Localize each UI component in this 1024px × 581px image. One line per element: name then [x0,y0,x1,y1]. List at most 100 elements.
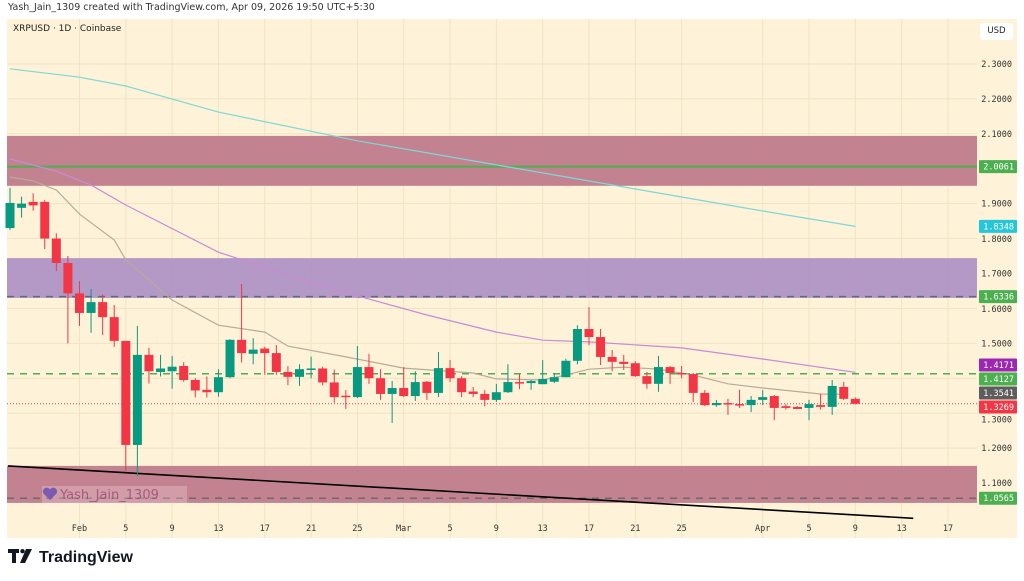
price-tag-label: 1.4171 [983,361,1014,371]
time-axis[interactable]: Feb 5 9 13 17 21 25 Mar 5 9 13 17 21 25 Apr 5 9 13 17 [72,524,953,534]
price-tag-background [979,358,1017,372]
price-tick-label: 1.7000 [981,269,1012,279]
candle-body [746,399,756,406]
candle [677,366,687,379]
upper-zone [7,135,977,186]
candle [700,390,710,407]
candle-body [688,374,698,393]
candle [40,200,50,250]
candle-body [839,386,849,399]
purple-zone [7,258,977,298]
candle [433,352,443,398]
candle-body [792,406,802,409]
candle [329,369,339,403]
candle [410,371,420,401]
time-tick-label: 21 [306,524,316,534]
price-tag-label: 1.8348 [983,222,1014,232]
currency-button[interactable]: USD [980,23,1013,40]
candle [781,404,791,410]
candle-body [74,293,84,313]
candle [515,374,525,390]
price-tags: 2.0061 1.8348 1.6336 1.4171 1.4127 1.3541 1.32… [979,160,1017,505]
footer-logo[interactable]: TradingView [8,548,133,567]
price-tag-label: 1.3269 [983,403,1014,413]
candle [723,398,733,415]
candle-body [260,348,270,354]
candle [86,289,96,333]
time-tick-label: 25 [352,524,362,534]
candle [51,233,61,272]
price-tick-label: 1.3000 [981,416,1012,426]
candle-body [399,388,409,397]
candle-body [653,367,663,384]
candle-body [237,339,247,354]
candle [561,358,571,378]
candle-body [5,202,15,229]
price-tag-background [979,400,1017,414]
candle-body [40,201,50,239]
candle [5,187,15,230]
price-tick-label: 2.2000 [981,95,1012,105]
candle [132,325,142,477]
candle [237,283,247,363]
candle-body [468,391,478,394]
candle [816,393,826,410]
candle-body [190,379,200,391]
price-tick-label: 1.9000 [981,200,1012,210]
candle-body [596,337,606,357]
candle [248,338,258,365]
candle [295,364,304,386]
price-tag: 1.0565 [979,491,1017,505]
moving-averages [9,68,856,395]
candle-body [538,378,548,385]
price-tag: 1.4127 [979,372,1017,386]
candle [480,390,490,407]
candle [526,379,536,390]
candle [422,381,432,400]
candle-body [422,381,432,393]
candle [538,360,548,385]
price-tick-label: 1.1000 [981,479,1012,489]
candle-body [329,382,339,398]
candle-body [202,389,212,393]
candle [28,193,38,211]
price-tag-background [979,386,1017,400]
candle-body [630,363,640,377]
candle-body [121,340,131,445]
candle-body [225,339,235,378]
candle [74,281,84,326]
horizontal-lines [7,165,977,499]
candle-body [607,356,617,362]
candle [283,366,293,386]
price-tag: 1.3269 [979,400,1017,414]
candle-body [295,369,304,377]
candle-body [561,360,571,378]
symbol-legend[interactable]: XRPUSD · 1D · Coinbase [13,24,122,34]
price-tag-label: 1.4127 [983,375,1014,385]
candle [167,355,177,389]
candle-body [549,377,559,382]
price-tag: 1.6336 [979,290,1017,304]
candle-body [283,371,293,377]
candle [758,390,768,406]
candle [491,383,501,402]
candle-body [700,392,710,406]
candles [5,187,860,477]
candle [850,397,860,405]
price-tag-background [979,160,1017,174]
candle [630,361,640,377]
price-tag-label: 1.0565 [983,494,1014,504]
candle-body [850,398,860,404]
candle-body [341,395,351,398]
candle [642,371,652,389]
price-axis[interactable]: 2.3000 2.2000 2.1000 1.9000 1.8000 1.7000 1.60… [981,60,1012,489]
time-tick-label: 25 [677,524,687,534]
candle [318,366,328,386]
candle-body [144,354,154,372]
candle [98,294,108,335]
price-tick-label: 1.5000 [981,339,1012,349]
price-tick-label: 1.8000 [981,235,1012,245]
candle-body [132,354,142,445]
candle-body [781,406,791,408]
